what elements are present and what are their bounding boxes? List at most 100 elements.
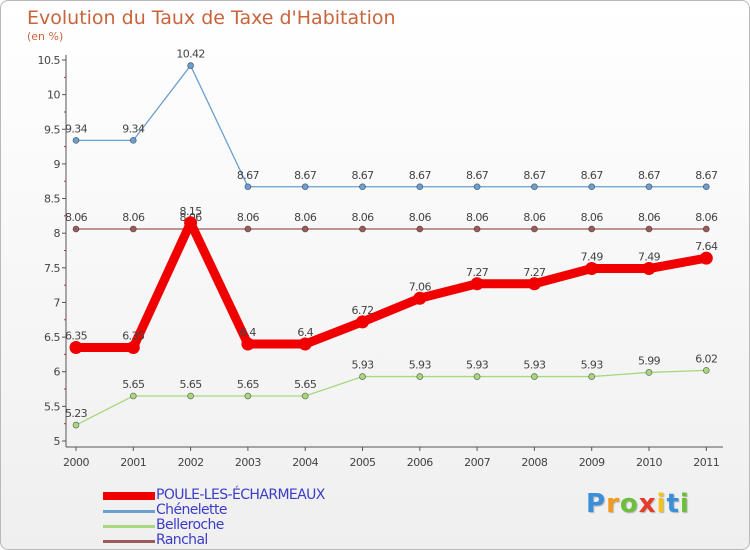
data-label: 9.34 [65,122,88,135]
y-tick-label: 7.5 [44,262,60,275]
data-label: 7.49 [581,251,604,264]
data-label: 6.4 [297,326,313,339]
data-label: 5.93 [351,359,374,372]
data-point [470,277,484,291]
series-belleroche: 5.23 5.65 5.65 5.65 5.65 5.93 5.93 5.93 5.93 5.93… [65,352,718,429]
logo-letter: t [666,489,680,519]
data-point [187,62,195,69]
data-label: 6.35 [65,329,88,342]
data-label: 8.06 [294,211,317,224]
data-point [585,262,599,276]
data-label: 8.06 [65,211,88,224]
data-label: 5.65 [294,378,317,391]
logo-letter: r [606,489,620,519]
data-point [356,315,369,329]
series-ch-nelette: 9.34 9.34 10.42 8.67 8.67 8.67 8.67 8.67 8.67 8.6… [65,48,719,191]
data-point [69,340,83,354]
series-line-belleroche [75,369,707,426]
logo-letter: i [679,489,690,519]
legend-swatch-chenelette [103,510,155,513]
series-line-ch-nelette [76,64,707,188]
x-tick-label: 2011 [693,456,719,469]
legend-item-belleroche: Belleroche [103,517,403,533]
data-label: 10.42 [176,48,205,61]
y-tick-label: 10 [47,89,60,102]
data-point [359,373,366,380]
data-point [241,337,255,351]
y-tick-label: 8 [54,227,61,240]
data-point [126,340,140,354]
data-point [298,337,312,351]
data-label: 7.27 [523,266,546,279]
data-label: 8.06 [237,211,260,224]
data-point [699,251,713,265]
data-point [645,369,653,376]
data-point [642,262,656,276]
data-point [527,277,541,291]
x-tick-label: 2010 [636,456,662,469]
data-label: 8.67 [294,169,317,182]
axes: 5 5.5 6 6.5 7 7.5 8 8.5 9 9.5 10 10.5 2000 2001 2002 20… [38,54,723,469]
data-point [301,225,309,233]
data-label: 7.64 [695,240,718,253]
logo-letter: x [638,489,657,519]
data-point [702,225,710,233]
data-point [531,225,538,233]
data-point [184,216,198,230]
proxiti-logo: Proxiti [586,489,690,519]
data-point [531,373,538,380]
data-point [129,392,137,400]
data-label: 6.35 [122,329,145,342]
data-point [645,225,653,233]
y-tick-label: 5.5 [44,400,60,413]
data-label: 7.49 [638,251,661,264]
data-point [72,421,80,429]
data-point [301,392,309,400]
data-label: 7.27 [466,266,489,279]
data-label: 8.06 [466,211,489,224]
data-point [187,392,195,400]
logo-letter: o [619,489,639,519]
data-point [645,183,653,191]
x-tick-label: 2000 [63,456,89,469]
data-label: 8.67 [237,169,260,182]
data-label: 8.06 [581,211,604,224]
data-point [244,183,252,191]
data-label: 6.72 [351,304,373,317]
data-point [473,373,481,380]
data-label: 5.93 [409,359,432,372]
y-tick-label: 9 [54,158,61,171]
data-label: 5.65 [237,378,260,391]
legend-label-poule: POULE-LES-ÉCHARMEAUX [156,487,325,503]
legend-item-poule: POULE-LES-ÉCHARMEAUX [103,487,403,503]
data-label: 8.67 [466,169,489,182]
data-point [359,183,366,191]
data-label: 8.06 [122,211,145,224]
data-label: 5.93 [523,359,546,372]
data-label: 8.67 [409,169,432,182]
data-label: 8.06 [409,211,432,224]
data-point [359,225,366,233]
data-point [416,373,424,380]
data-label: 5.23 [65,407,88,420]
data-label: 8.06 [638,211,661,224]
y-tick-label: 9.5 [44,123,60,136]
data-label: 5.93 [466,359,489,372]
series-poule-les-charmeaux: 6.35 6.35 8.15 6.4 6.4 6.72 7.06 7.27 7.27 7.49 7.… [65,205,719,354]
y-tick-label: 6 [54,366,61,379]
data-point [72,225,80,233]
data-label: 6.02 [695,352,717,365]
data-label: 9.34 [122,122,145,135]
data-label: 5.65 [180,378,203,391]
x-tick-label: 2008 [521,456,547,469]
data-point [301,183,309,191]
chart-title: Evolution du Taux de Taxe d'Habitation [27,7,396,29]
legend-label-ranchal: Ranchal [156,532,208,548]
x-tick-label: 2005 [350,456,376,469]
data-label: 8.06 [523,211,546,224]
data-point [244,392,252,400]
data-point [129,136,137,144]
data-point [72,136,80,144]
